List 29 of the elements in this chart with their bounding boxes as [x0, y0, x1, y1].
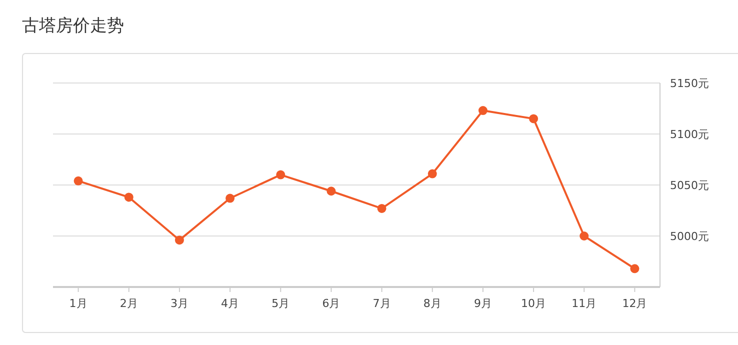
point [428, 169, 437, 178]
x-tick-label: 5月 [272, 297, 290, 310]
point [226, 194, 235, 203]
x-tick-label: 1月 [69, 297, 88, 310]
point [74, 176, 83, 186]
x-tick-label: 7月 [372, 297, 391, 310]
point [478, 106, 488, 116]
y-tick-label: 5000元 [670, 230, 709, 243]
x-tick-label: 6月 [322, 297, 340, 310]
y-tick-label: 5050元 [670, 179, 709, 192]
y-tick-label: 5100元 [670, 128, 709, 141]
point [580, 232, 589, 240]
x-tick-label: 8月 [423, 297, 442, 310]
x-tick-label: 4月 [221, 297, 240, 310]
point [326, 186, 336, 196]
point [630, 264, 640, 274]
point [124, 192, 134, 202]
point [377, 204, 386, 213]
x-tick-label: 12月 [622, 297, 648, 310]
point [529, 114, 538, 124]
x-tick-label: 3月 [170, 297, 188, 310]
x-tick-label: 9月 [474, 297, 492, 310]
x-tick-label: 2月 [120, 297, 138, 310]
point [276, 170, 286, 180]
y-tick-label: 5150元 [670, 77, 709, 90]
title: 古塔房价走势 [22, 16, 124, 36]
x-tick-label: 10月 [521, 297, 546, 310]
point [174, 236, 184, 245]
x-tick-label: 11月 [572, 297, 597, 310]
